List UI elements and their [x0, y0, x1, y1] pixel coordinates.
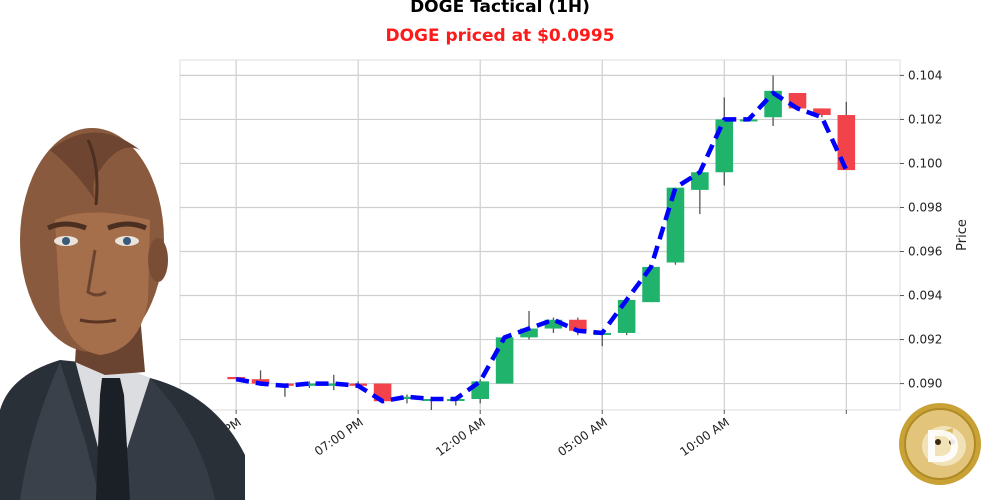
x-tick-label: 05:00 AM	[555, 415, 610, 459]
y-tick-label: 0.102	[908, 112, 942, 126]
y-tick-label: 0.098	[908, 200, 942, 214]
y-tick-label: 0.096	[908, 245, 942, 259]
y-tick-label: 0.100	[908, 156, 942, 170]
x-tick-label: 10:00 AM	[677, 415, 732, 459]
candle-body	[520, 328, 538, 338]
candle-body	[300, 383, 319, 386]
candle-body	[227, 376, 245, 380]
candle-body	[813, 108, 831, 116]
dogecoin-logo-icon	[899, 403, 981, 485]
trend-line	[235, 90, 849, 404]
x-tick-label: 07:00 PM	[312, 415, 366, 459]
candle-body	[544, 319, 563, 329]
y-axis-label: Price	[955, 219, 970, 251]
plot-area	[179, 59, 901, 411]
candle-body	[398, 396, 416, 399]
candle-body	[495, 337, 514, 384]
candle-body	[715, 119, 734, 173]
chart-subtitle: DOGE priced at $0.0995	[385, 26, 615, 46]
candle-body	[324, 383, 343, 386]
chart-title: DOGE Tactical (1H)	[410, 0, 590, 17]
x-tick-label: 12:00 AM	[433, 415, 488, 459]
y-tick-label: 0.090	[908, 377, 942, 391]
y-tick-label: 0.104	[908, 68, 942, 82]
candle-body	[569, 319, 587, 331]
candle-body	[666, 187, 685, 263]
candle-body	[691, 172, 709, 190]
suited-android-man-portrait-icon	[0, 128, 245, 500]
y-tick-label: 0.094	[908, 289, 942, 303]
y-tick-label: 0.092	[908, 333, 942, 347]
